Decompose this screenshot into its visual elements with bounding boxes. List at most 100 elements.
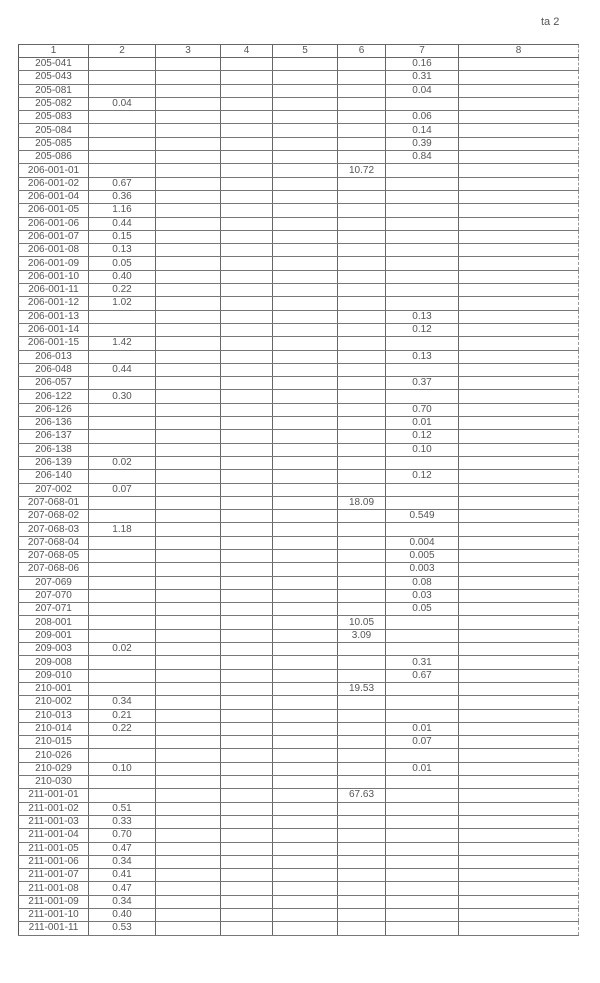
value-cell-col-3 [155, 735, 221, 750]
value-cell-col-7 [385, 615, 459, 630]
value-cell-col-5 [272, 177, 338, 191]
value-cell-col-2 [88, 562, 156, 577]
value-cell-col-2 [88, 429, 156, 444]
value-cell-col-7 [385, 855, 459, 870]
value-cell-col-7: 0.13 [385, 350, 459, 364]
value-cell-col-5 [272, 855, 338, 870]
value-cell-col-3 [155, 842, 221, 856]
value-cell-col-8 [458, 895, 579, 910]
row-code-cell: 205-041 [18, 57, 89, 72]
value-cell-col-4 [220, 323, 273, 338]
row-code-cell: 210-001 [18, 682, 89, 697]
value-cell-col-6 [337, 350, 386, 364]
value-cell-col-4 [220, 722, 273, 737]
value-cell-col-5 [272, 589, 338, 604]
value-cell-col-5 [272, 456, 338, 471]
value-cell-col-3 [155, 881, 221, 896]
value-cell-col-5 [272, 709, 338, 723]
value-cell-col-8 [458, 881, 579, 896]
value-cell-col-8 [458, 443, 579, 457]
value-cell-col-6 [337, 363, 386, 378]
value-cell-col-6 [337, 84, 386, 98]
value-cell-col-5 [272, 443, 338, 457]
value-cell-col-3 [155, 310, 221, 324]
value-cell-col-8 [458, 709, 579, 723]
value-cell-col-6 [337, 256, 386, 271]
value-cell-col-2 [88, 775, 156, 790]
value-cell-col-6 [337, 802, 386, 816]
value-cell-col-5 [272, 256, 338, 271]
value-cell-col-2: 1.42 [88, 336, 156, 351]
table-row: 211-001-07 0.41 [18, 868, 579, 883]
value-cell-col-8 [458, 323, 579, 338]
value-cell-col-7 [385, 709, 459, 723]
value-cell-col-7: 0.003 [385, 562, 459, 577]
row-code-cell: 206-001-14 [18, 323, 89, 338]
value-cell-col-8 [458, 775, 579, 790]
value-cell-col-7 [385, 483, 459, 497]
table-row: 206-001-09 0.05 [18, 256, 579, 271]
value-cell-col-6 [337, 97, 386, 112]
row-code-cell: 206-013 [18, 350, 89, 364]
value-cell-col-8 [458, 270, 579, 285]
row-code-cell: 205-085 [18, 137, 89, 152]
row-code-cell: 205-081 [18, 84, 89, 98]
table-row: 211-001-11 0.53 [18, 921, 579, 936]
value-cell-col-6 [337, 695, 386, 710]
table-row: 207-071 0.05 [18, 602, 579, 617]
row-code-cell: 205-043 [18, 70, 89, 85]
value-cell-col-2: 0.04 [88, 97, 156, 112]
value-cell-col-5 [272, 868, 338, 883]
value-cell-col-3 [155, 895, 221, 910]
row-code-cell: 207-070 [18, 589, 89, 604]
value-cell-col-3 [155, 190, 221, 205]
row-code-cell: 207-002 [18, 483, 89, 497]
value-cell-col-7 [385, 283, 459, 298]
value-cell-col-4 [220, 589, 273, 604]
value-cell-col-4 [220, 549, 273, 564]
value-cell-col-2 [88, 589, 156, 604]
row-code-cell: 206-139 [18, 456, 89, 471]
value-cell-col-2 [88, 84, 156, 98]
value-cell-col-5 [272, 842, 338, 856]
value-cell-col-7 [385, 921, 459, 936]
value-cell-col-5 [272, 522, 338, 537]
table-row: 206-001-15 1.42 [18, 336, 579, 351]
value-cell-col-4 [220, 97, 273, 112]
value-cell-col-6 [337, 669, 386, 683]
row-code-cell: 207-068-06 [18, 562, 89, 577]
value-cell-col-6 [337, 469, 386, 484]
row-code-cell: 210-002 [18, 695, 89, 710]
row-code-cell: 211-001-07 [18, 868, 89, 883]
value-cell-col-7: 0.549 [385, 509, 459, 524]
value-cell-col-4 [220, 615, 273, 630]
value-cell-col-3 [155, 655, 221, 670]
value-cell-col-3 [155, 615, 221, 630]
value-cell-col-3 [155, 429, 221, 444]
value-cell-col-7 [385, 163, 459, 178]
table-row: 207-070 0.03 [18, 589, 579, 604]
row-code-cell: 206-137 [18, 429, 89, 444]
value-cell-col-6 [337, 230, 386, 245]
value-cell-col-5 [272, 496, 338, 511]
column-header-5: 5 [272, 44, 338, 58]
value-cell-col-5 [272, 682, 338, 697]
value-cell-col-4 [220, 576, 273, 590]
value-cell-col-5 [272, 828, 338, 843]
value-cell-col-7 [385, 389, 459, 404]
value-cell-col-5 [272, 908, 338, 923]
value-cell-col-3 [155, 363, 221, 378]
value-cell-col-2: 0.22 [88, 722, 156, 737]
value-cell-col-7 [385, 828, 459, 843]
value-cell-col-8 [458, 336, 579, 351]
table-row: 206-001-06 0.44 [18, 217, 579, 231]
value-cell-col-3 [155, 908, 221, 923]
value-cell-col-7 [385, 748, 459, 763]
value-cell-col-4 [220, 443, 273, 457]
value-cell-col-5 [272, 84, 338, 98]
value-cell-col-7 [385, 695, 459, 710]
value-cell-col-2: 0.44 [88, 217, 156, 231]
value-cell-col-4 [220, 908, 273, 923]
table-row: 211-001-06 0.34 [18, 855, 579, 870]
